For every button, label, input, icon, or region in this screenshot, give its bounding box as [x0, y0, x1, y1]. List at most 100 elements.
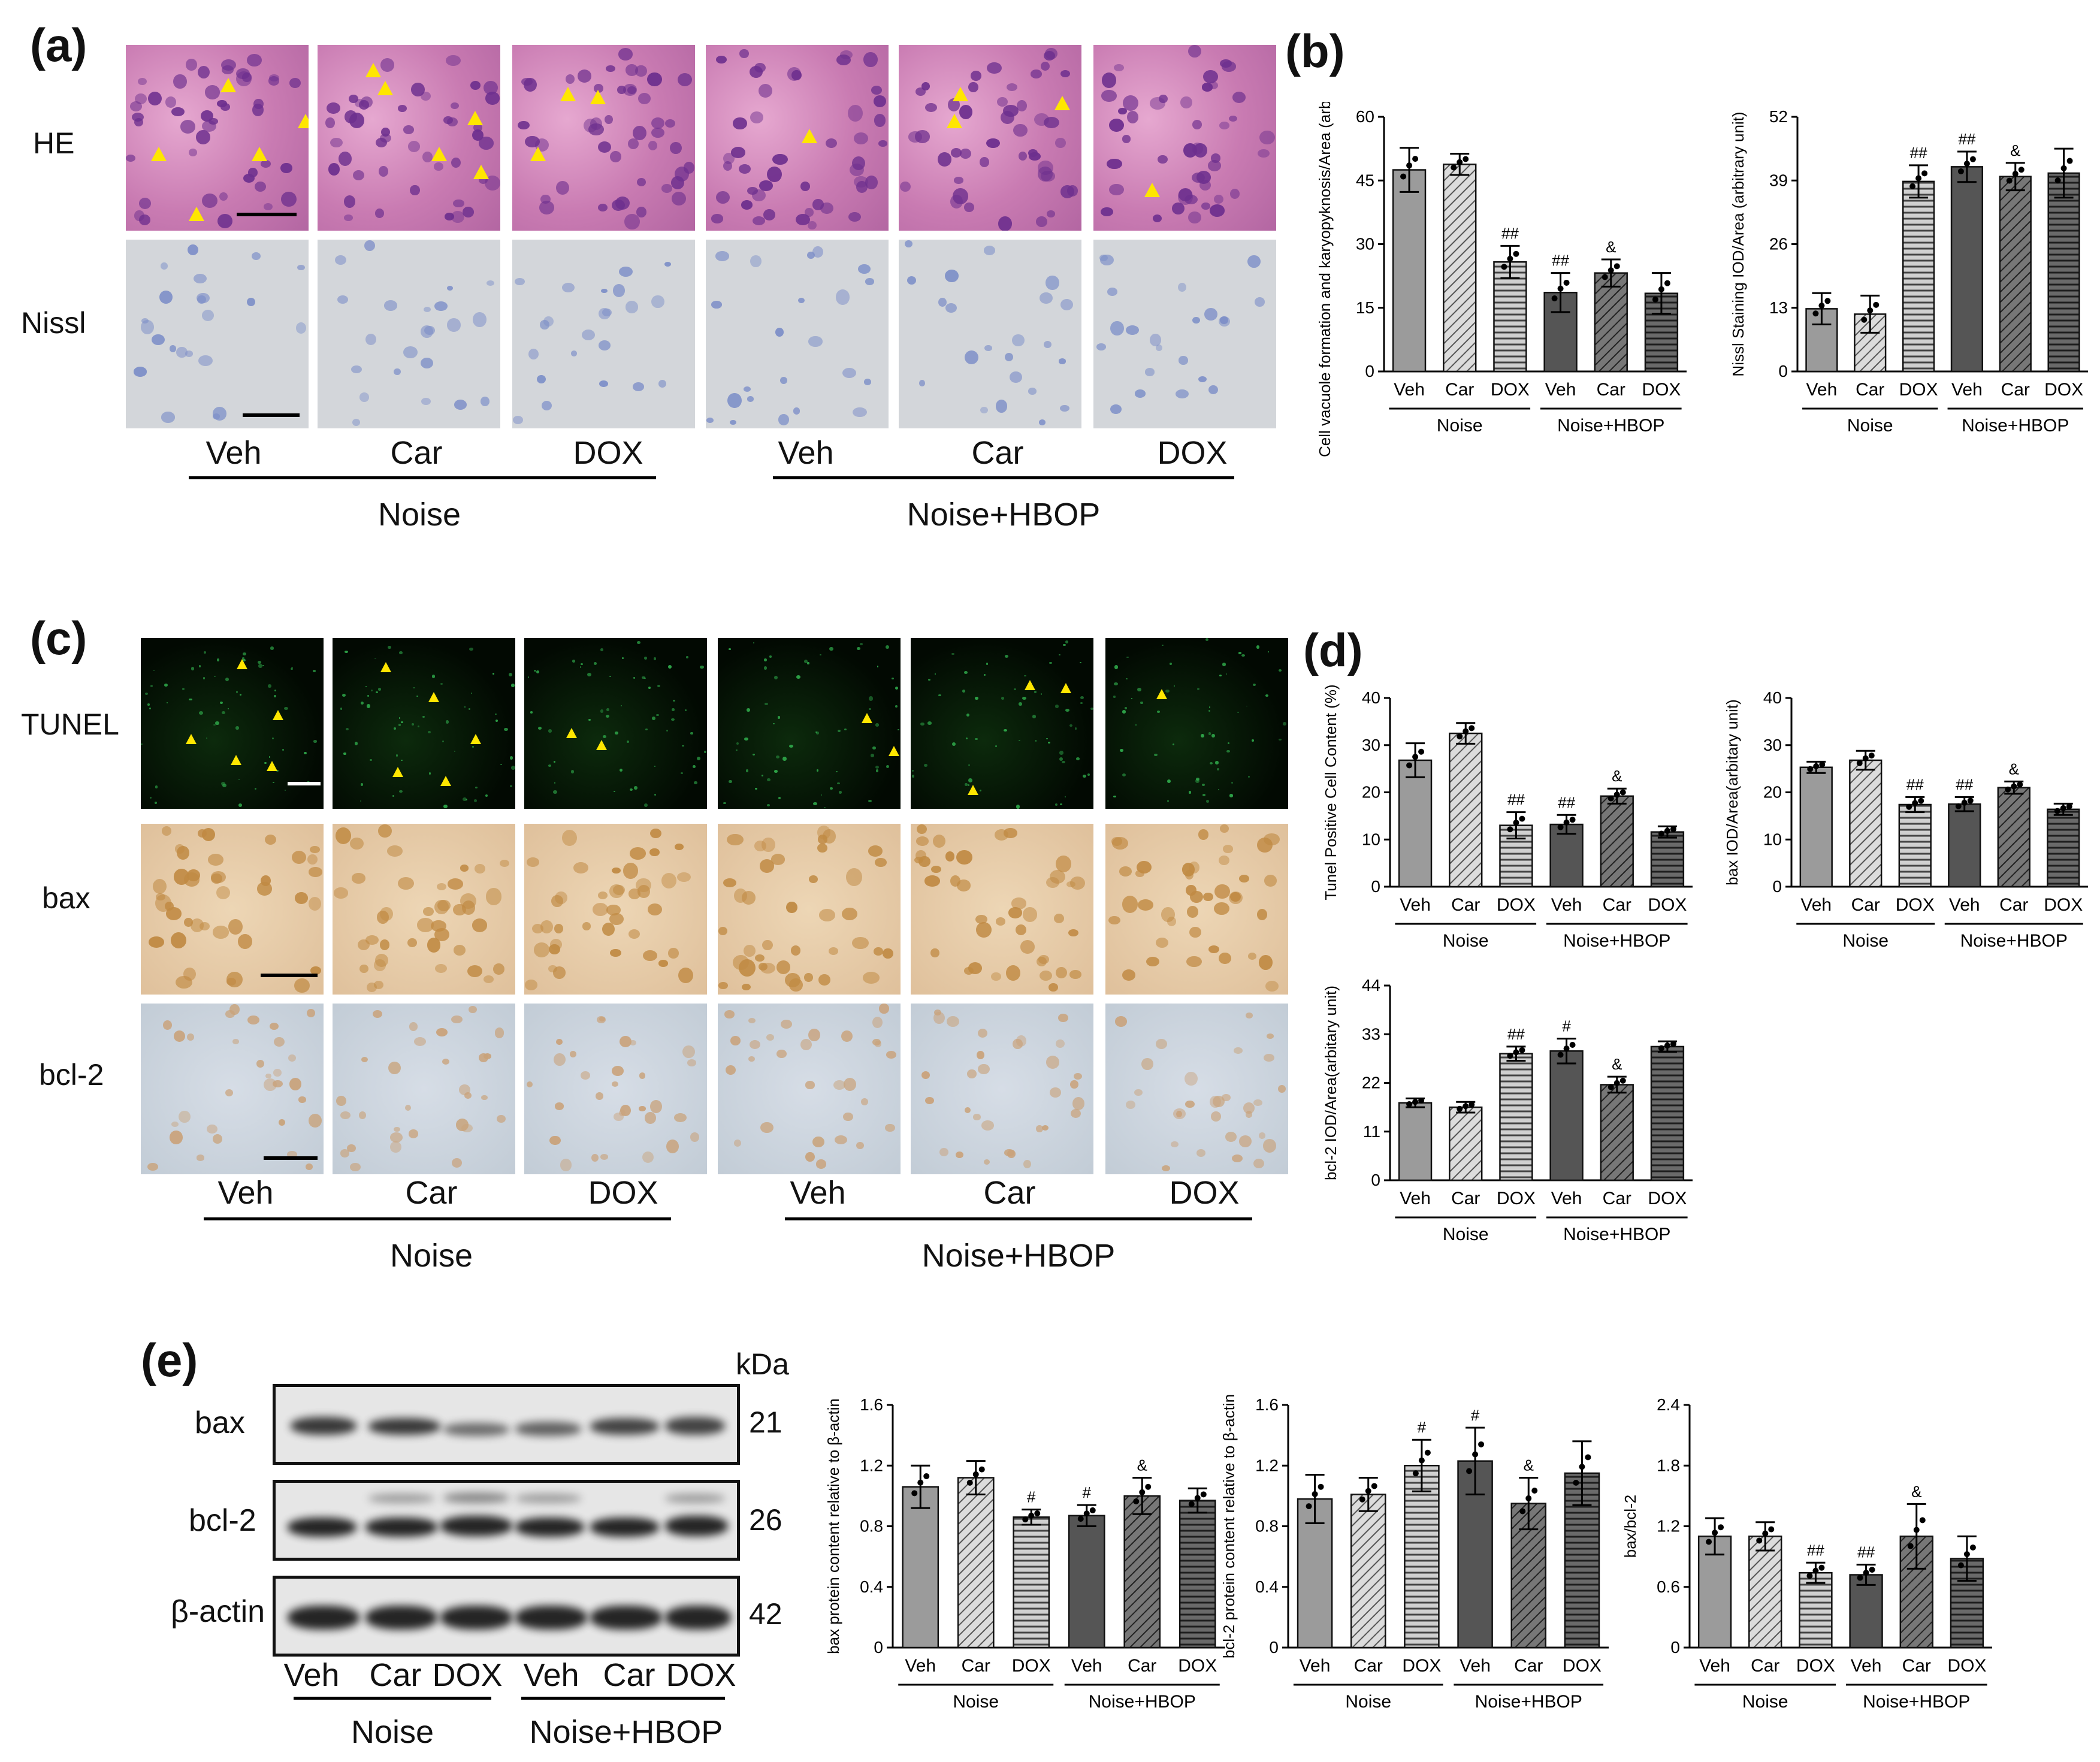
data-point [1768, 1526, 1775, 1533]
significance-label: & [1606, 238, 1616, 256]
category-label: Veh [1460, 1656, 1491, 1676]
data-point [966, 1479, 973, 1486]
arrow-marker-icon [968, 785, 978, 795]
y-tick-label: 0 [874, 1638, 883, 1657]
blot-bcl2 [273, 1480, 740, 1561]
bax-micrograph-2 [333, 824, 515, 995]
data-point [1756, 1537, 1763, 1544]
category-label: Car [1856, 380, 1884, 400]
bar [1950, 166, 1984, 373]
label-e-car-2: Car [603, 1657, 655, 1693]
bar [1404, 1465, 1440, 1649]
data-point [2012, 171, 2019, 177]
data-point [1813, 763, 1820, 769]
data-point [2018, 167, 2025, 173]
category-label: Veh [1806, 380, 1838, 400]
arrow-marker-icon [267, 761, 277, 771]
data-point [2066, 803, 2072, 810]
bcl2-micrograph-2 [333, 1004, 515, 1174]
category-label: DOX [1402, 1656, 1441, 1676]
category-label: DOX [1899, 380, 1938, 400]
y-axis-label: Cell vacuole formation and karyopyknosis… [1316, 102, 1334, 457]
bax-micrograph-3 [524, 824, 707, 995]
y-tick-label: 0 [1371, 1171, 1380, 1189]
data-point [1513, 250, 1519, 257]
data-point [1664, 1042, 1670, 1049]
data-point [1507, 826, 1513, 833]
group-label-noise: Noise [1443, 1225, 1489, 1244]
category-label: Car [1514, 1656, 1543, 1676]
y-axis-label: bax/bcl-2 [1621, 1495, 1639, 1558]
category-label: Car [1445, 380, 1474, 400]
nissl-micrograph-3 [512, 240, 695, 428]
arrow-marker-icon [1144, 183, 1160, 197]
bar [2047, 172, 2080, 373]
category-label: Car [1603, 1189, 1631, 1208]
row-label-bax: bax [42, 881, 90, 915]
category-label: Car [962, 1656, 990, 1676]
data-point [1613, 791, 1620, 798]
data-point [1819, 761, 1826, 768]
panel-c-label: (c) [30, 612, 87, 664]
scale-bar [243, 413, 300, 417]
arrow-marker-icon [802, 129, 817, 143]
data-point [1406, 1101, 1413, 1107]
scale-bar [264, 1156, 318, 1160]
bax-micrograph-6 [1105, 824, 1288, 995]
data-point [1563, 1045, 1570, 1052]
group-label-c-hbop: Noise+HBOP [921, 1238, 1116, 1274]
arrow-marker-icon [1060, 683, 1071, 693]
arrow-marker-icon [428, 692, 439, 702]
data-point [1139, 1489, 1146, 1495]
group-label-a-noise: Noise [377, 497, 461, 533]
y-tick-label: 26 [1769, 235, 1788, 253]
label-a-dox-2: DOX [1157, 435, 1228, 471]
category-label: Veh [1800, 895, 1832, 915]
data-point [2011, 783, 2017, 790]
group-line-e-noise [294, 1697, 491, 1700]
data-point [1712, 1530, 1718, 1536]
label-e-veh-2: Veh [523, 1657, 579, 1693]
bar [1013, 1516, 1050, 1649]
significance-label: ## [1552, 252, 1569, 270]
group-label-hbop: Noise+HBOP [1089, 1692, 1196, 1712]
data-point [1818, 303, 1825, 309]
data-point [1873, 301, 1880, 308]
group-line-c-noise [204, 1217, 671, 1220]
data-point [1619, 789, 1626, 796]
bar [1799, 1571, 1833, 1649]
data-point [1921, 170, 1928, 177]
data-point [1557, 824, 1564, 830]
data-point [978, 1466, 985, 1473]
bar [2047, 808, 2080, 888]
bar [1902, 180, 1935, 373]
nissl-micrograph-4 [706, 240, 889, 428]
data-point [1513, 820, 1519, 826]
label-a-car-1: Car [390, 435, 443, 471]
data-point [1613, 263, 1620, 270]
label-c-dox-2: DOX [1169, 1175, 1240, 1211]
y-tick-label: 0 [1772, 877, 1782, 896]
significance-label: ## [1910, 144, 1927, 162]
arrow-marker-icon [431, 147, 447, 161]
bcl2-micrograph-5 [911, 1004, 1093, 1174]
data-point [1861, 316, 1868, 323]
blot-actin [273, 1576, 740, 1657]
bar [1799, 766, 1833, 888]
data-point [1507, 1053, 1513, 1059]
data-point [1469, 725, 1475, 732]
group-label-noise: Noise [1742, 1692, 1788, 1712]
chart-b2: 0 13 26 39 52 Nissl Staining IOD/Area (arbitr… [1729, 107, 2088, 436]
significance-label: # [1083, 1483, 1092, 1501]
data-point [1812, 310, 1819, 317]
bar [1443, 164, 1477, 373]
bar [1849, 1574, 1883, 1649]
category-label: Veh [1300, 1656, 1331, 1676]
category-label: Car [1128, 1656, 1156, 1676]
y-tick-label: 15 [1356, 298, 1374, 317]
data-point [1602, 274, 1608, 280]
row-label-nissl: Nissl [21, 306, 86, 340]
group-label-a-hbop: Noise+HBOP [907, 497, 1101, 533]
category-label: DOX [1178, 1656, 1217, 1676]
label-e-car-1: Car [369, 1657, 422, 1693]
